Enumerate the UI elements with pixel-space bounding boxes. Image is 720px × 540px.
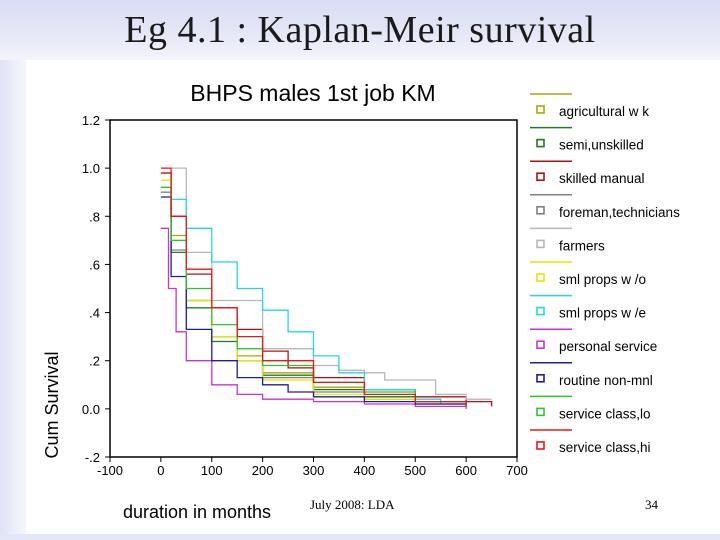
x-tick-label: 700: [506, 463, 528, 478]
y-tick-label: .6: [89, 257, 100, 272]
legend-marker: [536, 441, 545, 450]
legend-label: service class,hi: [559, 440, 651, 455]
slide-title: Eg 4.1 : Kaplan-Meir survival: [124, 9, 596, 51]
legend-label: skilled manual: [559, 171, 645, 186]
legend-label: foreman,technicians: [559, 205, 680, 220]
legend-label: personal service: [559, 339, 657, 354]
legend-marker: [536, 373, 545, 383]
x-tick-label: -100: [97, 463, 123, 478]
bottom-band: [0, 534, 720, 540]
legend-label: sml props w /o: [559, 272, 646, 287]
legend: agricultural w k semi,unskilled skilled ma…: [530, 93, 680, 455]
title-band: [0, 0, 720, 60]
x-tick-label: 0: [157, 463, 164, 478]
legend-marker: [536, 273, 545, 282]
x-tick-label: 400: [354, 463, 376, 478]
legend-marker: [536, 407, 545, 417]
series-line: [160, 167, 467, 407]
x-tick-label: 600: [455, 463, 477, 478]
legend-marker: [536, 239, 545, 249]
left-band: [0, 60, 26, 540]
legend-label: service class,lo: [559, 406, 651, 421]
series-line: [160, 227, 467, 409]
x-tick-label: 100: [201, 463, 223, 478]
series-line: [160, 196, 467, 407]
legend-label: agricultural w k: [559, 104, 649, 119]
y-axis: 1.2 1.0 .8 .6 .4 .2 0.0 -.2: [82, 113, 110, 465]
legend-marker: [536, 138, 545, 148]
legend-label: routine non-mnl: [559, 373, 653, 388]
x-axis: -100 0 100 200 300 400 500 600 700: [97, 457, 528, 478]
series-line: [160, 172, 493, 407]
y-tick-label: 0.0: [82, 402, 100, 417]
series-line: [160, 186, 442, 404]
legend-label: farmers: [559, 238, 605, 253]
series-line: [160, 167, 492, 400]
page-number: 34: [645, 497, 658, 512]
y-axis-label: Cum Survival: [42, 351, 62, 458]
legend-label: sml props w /e: [559, 306, 646, 321]
legend-marker: [536, 306, 545, 316]
y-tick-label: .2: [89, 354, 100, 369]
footer-text: July 2008: LDA: [310, 497, 395, 512]
y-tick-label: .8: [89, 209, 100, 224]
legend-marker: [536, 206, 545, 215]
y-tick-label: 1.0: [82, 161, 100, 176]
legend-marker: [536, 340, 545, 350]
y-tick-label: 1.2: [82, 113, 100, 128]
y-tick-label: .4: [89, 306, 100, 321]
x-axis-label: duration in months: [123, 502, 271, 522]
chart-title: BHPS males 1st job KM: [190, 80, 435, 106]
legend-marker: [536, 172, 545, 181]
y-tick-label: -.2: [85, 450, 100, 465]
x-tick-label: 300: [303, 463, 325, 478]
legend-marker: [536, 105, 545, 114]
series-lines: [160, 167, 493, 409]
x-tick-label: 200: [252, 463, 274, 478]
legend-label: semi,unskilled: [559, 138, 644, 153]
x-tick-label: 500: [404, 463, 426, 478]
